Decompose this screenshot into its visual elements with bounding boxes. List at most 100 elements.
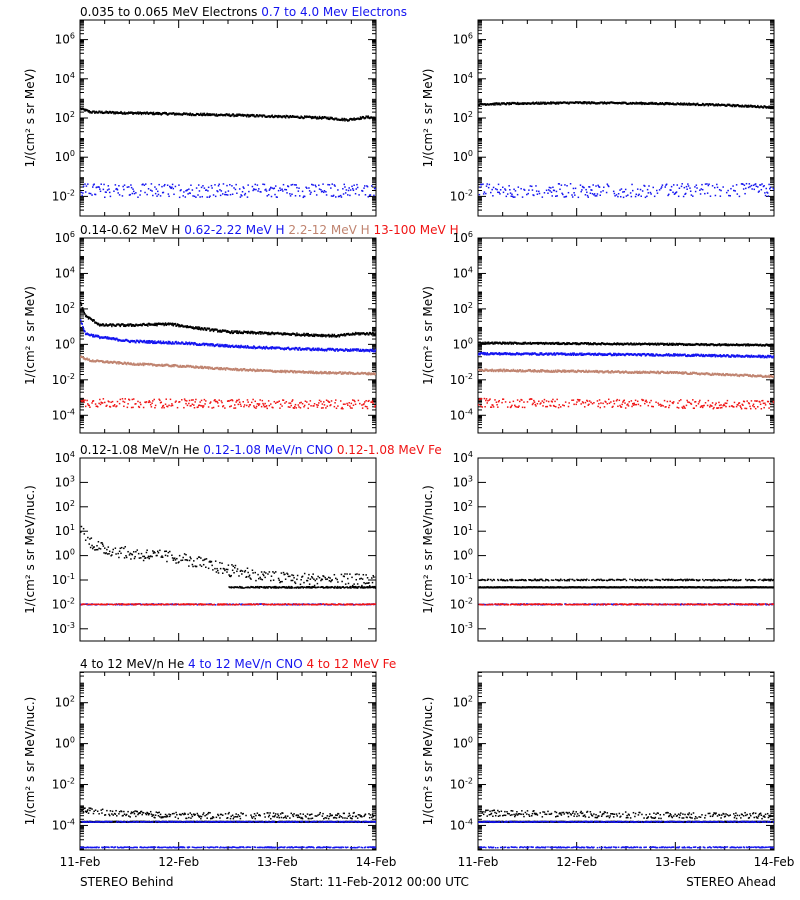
series-red-3 [80, 398, 376, 410]
data-point [173, 112, 175, 115]
data-point [211, 187, 213, 189]
data-point [689, 190, 692, 192]
plot-frame [477, 19, 775, 217]
data-point [191, 189, 194, 191]
data-point [364, 194, 367, 196]
data-point [163, 324, 165, 327]
data-point [214, 195, 217, 198]
data-point [217, 343, 219, 346]
data-point [116, 400, 119, 403]
data-point [661, 184, 664, 186]
data-point [326, 405, 329, 407]
data-point [543, 192, 546, 194]
series-tan-2 [478, 368, 774, 379]
data-point [140, 403, 142, 406]
y-tick-label: 102 [453, 110, 473, 125]
data-point [651, 353, 653, 356]
series-black-0 [478, 101, 774, 109]
data-point [492, 352, 494, 355]
data-point [550, 370, 552, 373]
data-point [123, 362, 125, 365]
data-point [145, 340, 148, 343]
data-point [113, 190, 115, 192]
data-point [482, 351, 485, 354]
data-point [612, 190, 615, 193]
data-point [508, 103, 510, 106]
data-point [181, 365, 183, 368]
data-point [236, 369, 238, 372]
data-point [547, 192, 549, 194]
data-point [375, 332, 376, 335]
data-point [654, 354, 657, 357]
data-point [133, 192, 136, 195]
data-point [318, 402, 320, 404]
data-point [306, 332, 308, 335]
data-point [291, 369, 293, 372]
data-point [88, 192, 90, 195]
data-point [201, 195, 204, 198]
data-point [203, 344, 206, 347]
data-point [132, 363, 134, 366]
data-point [246, 346, 248, 349]
data-point [574, 187, 577, 190]
data-point [347, 332, 350, 335]
data-point [535, 185, 537, 187]
data-point [627, 194, 629, 196]
data-point [149, 189, 152, 191]
data-point [339, 400, 342, 402]
data-point [363, 187, 365, 189]
data-point [106, 110, 109, 113]
data-point [349, 189, 352, 191]
data-point [333, 405, 336, 408]
data-point [138, 341, 141, 344]
data-point [184, 196, 187, 198]
data-point [339, 194, 342, 197]
data-point [236, 368, 239, 371]
data-point [664, 186, 667, 188]
data-point [702, 353, 705, 356]
data-point [146, 341, 148, 344]
data-point [581, 352, 583, 355]
data-point [659, 102, 662, 105]
data-point [668, 343, 670, 346]
data-point [289, 195, 292, 197]
data-point [87, 317, 90, 320]
data-point [217, 366, 219, 369]
data-point [371, 185, 373, 187]
data-point [313, 348, 316, 351]
data-point [758, 190, 760, 192]
data-point [636, 188, 639, 190]
data-point [373, 194, 375, 197]
data-point [183, 398, 186, 400]
data-point [363, 185, 366, 187]
data-point [337, 189, 339, 191]
data-point [140, 111, 142, 114]
data-point [562, 370, 565, 373]
data-point [347, 194, 349, 196]
data-point [312, 184, 314, 186]
data-point [685, 185, 688, 188]
data-point [289, 402, 292, 404]
data-point [730, 355, 732, 358]
data-point [359, 332, 361, 335]
data-point [84, 183, 86, 185]
data-point [487, 186, 490, 189]
data-point [228, 113, 230, 116]
data-point [267, 333, 269, 336]
data-point [271, 114, 273, 117]
data-point [759, 184, 762, 186]
series-black-0 [80, 301, 376, 338]
data-point [332, 194, 335, 197]
data-point [128, 186, 130, 188]
data-point [219, 368, 222, 371]
data-point [82, 192, 84, 194]
data-point [499, 369, 501, 372]
data-point [599, 194, 602, 197]
data-point [318, 399, 321, 402]
data-point [258, 404, 260, 407]
data-point [251, 330, 254, 333]
data-point [762, 355, 765, 358]
data-point [307, 407, 309, 410]
data-point [96, 186, 98, 188]
data-point [367, 115, 370, 118]
